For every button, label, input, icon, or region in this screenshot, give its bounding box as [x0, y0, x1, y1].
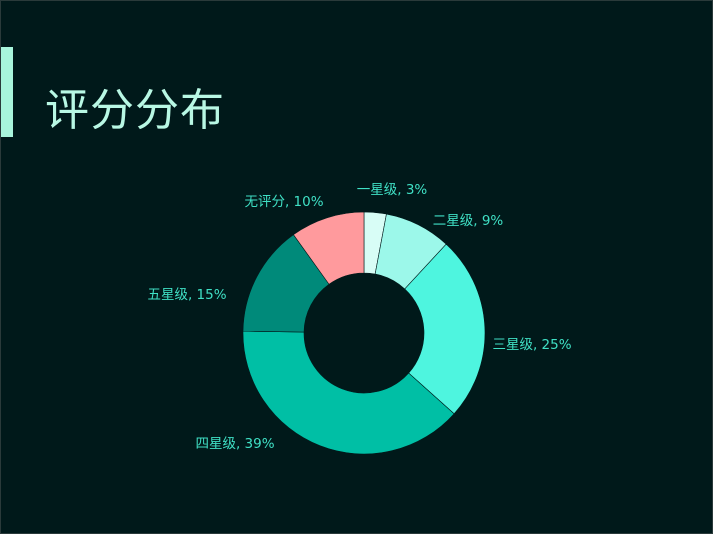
- donut-slice-3: [404, 243, 486, 415]
- slice-label-5: 五星级, 15%: [147, 287, 226, 303]
- slice-label-3: 三星级, 25%: [492, 337, 571, 353]
- slice-label-6: 无评分, 10%: [244, 194, 323, 210]
- slice-label-4: 四星级, 39%: [195, 436, 274, 452]
- slice-label-1: 一星级, 3%: [357, 182, 428, 198]
- slice-label-2: 二星级, 9%: [433, 213, 504, 229]
- donut-slice-4: [242, 330, 455, 455]
- donut-slice-6: [293, 211, 365, 285]
- slide-title: 评分分布: [45, 85, 225, 136]
- title-accent-bar: [1, 47, 13, 137]
